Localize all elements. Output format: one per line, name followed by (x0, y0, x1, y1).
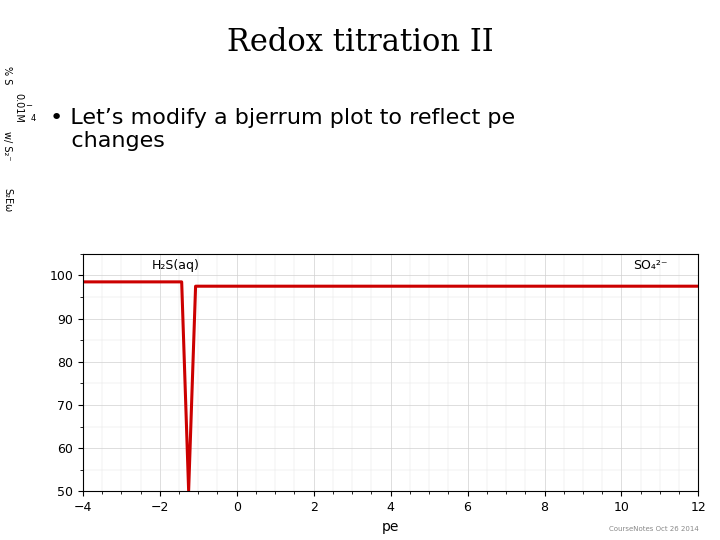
Text: 0.01M: 0.01M (13, 93, 23, 123)
Text: • Let’s modify a bjerrum plot to reflect pe
   changes: • Let’s modify a bjerrum plot to reflect… (50, 108, 516, 151)
Text: S₂Eω: S₂Eω (2, 188, 12, 212)
Text: SO₄²⁻: SO₄²⁻ (633, 259, 667, 272)
Text: % S: % S (2, 66, 12, 85)
Text: w/ S₂⁻: w/ S₂⁻ (2, 131, 12, 160)
Text: Redox titration II: Redox titration II (227, 27, 493, 58)
Text: −: − (25, 101, 32, 110)
Text: CourseNotes Oct 26 2014: CourseNotes Oct 26 2014 (608, 526, 698, 532)
X-axis label: pe: pe (382, 519, 400, 534)
Text: 4: 4 (30, 114, 36, 123)
Text: H₂S(aq): H₂S(aq) (152, 259, 200, 272)
